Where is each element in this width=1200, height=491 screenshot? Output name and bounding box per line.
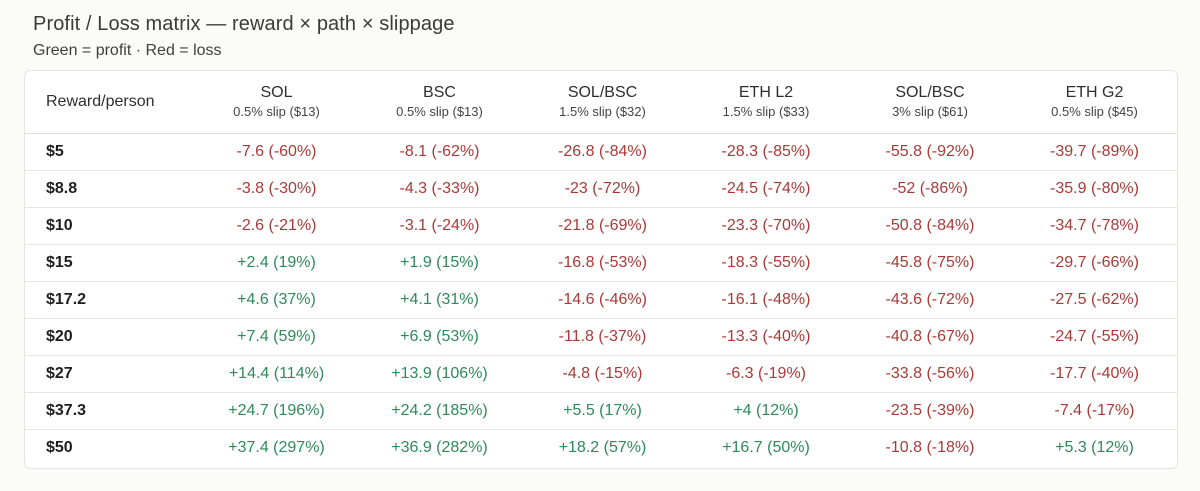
pnl-cell: +2.4 (19%) (195, 244, 358, 282)
column-slippage: 0.5% slip ($13) (233, 104, 320, 119)
pnl-cell: +18.2 (57%) (558, 439, 647, 456)
pnl-cell: -11.8 (-37%) (521, 318, 684, 356)
pnl-cell: -24.5 (-74%) (684, 170, 848, 208)
reward-cell: $15 (25, 244, 195, 282)
reward-cell: $20 (25, 318, 195, 356)
table-row: $8.8 -3.8 (-30%) -4.3 (-33%) -23 (-72%) -24.… (25, 170, 1177, 208)
pnl-cell: -23 (-72%) (521, 170, 684, 208)
column-name: SOL (260, 84, 293, 101)
column-slippage: 1.5% slip ($32) (559, 104, 646, 119)
pnl-cell: -18.3 (-55%) (684, 244, 848, 282)
pnl-cell: -52 (-86%) (848, 170, 1012, 208)
pnl-cell: +7.4 (59%) (195, 318, 358, 356)
pnl-cell: -45.8 (-75%) (848, 244, 1012, 282)
column-slippage: 0.5% slip ($45) (1051, 104, 1138, 119)
pnl-cell: -17.7 (-40%) (1012, 355, 1177, 393)
column-name: ETH G2 (1065, 84, 1124, 101)
reward-cell: $50 (46, 439, 73, 456)
column-header: BSC 0.5% slip ($13) (358, 71, 521, 134)
column-header: ETH G2 0.5% slip ($45) (1012, 71, 1177, 134)
reward-cell: $27 (25, 355, 195, 393)
column-name: BSC (423, 84, 456, 101)
reward-cell: $5 (25, 133, 195, 171)
column-header: SOL/BSC 3% slip ($61) (848, 71, 1012, 134)
profit-loss-table: Reward/person SOL 0.5% slip ($13) BSC 0.… (25, 71, 1177, 466)
matrix-card: Reward/person SOL 0.5% slip ($13) BSC 0.… (24, 70, 1178, 469)
pnl-cell: -55.8 (-92%) (848, 133, 1012, 171)
pnl-cell: -3.8 (-30%) (195, 170, 358, 208)
table-row: $5 -7.6 (-60%) -8.1 (-62%) -26.8 (-84%) -28.… (25, 133, 1177, 171)
column-name: SOL/BSC (895, 84, 965, 101)
pnl-cell: +6.9 (53%) (358, 318, 521, 356)
column-name: SOL/BSC (567, 84, 638, 101)
corner-header: Reward/person (25, 71, 195, 134)
reward-cell: $8.8 (25, 170, 195, 208)
table-row: $20 +7.4 (59%) +6.9 (53%) -11.8 (-37%) -13.3… (25, 318, 1177, 356)
pnl-cell: +14.4 (114%) (195, 355, 358, 393)
pnl-cell: -10.8 (-18%) (885, 439, 975, 456)
pnl-cell: -13.3 (-40%) (684, 318, 848, 356)
column-name: ETH L2 (738, 84, 794, 101)
pnl-cell: +24.2 (185%) (358, 392, 521, 430)
pnl-cell: -24.7 (-55%) (1012, 318, 1177, 356)
reward-cell: $37.3 (25, 392, 195, 430)
pnl-cell: -27.5 (-62%) (1012, 281, 1177, 319)
pnl-cell: -14.6 (-46%) (521, 281, 684, 319)
pnl-cell: +5.5 (17%) (521, 392, 684, 430)
pnl-cell: -23.3 (-70%) (684, 207, 848, 245)
pnl-cell: +4.1 (31%) (358, 281, 521, 319)
pnl-cell: -3.1 (-24%) (358, 207, 521, 245)
pnl-cell: -50.8 (-84%) (848, 207, 1012, 245)
pnl-cell: -33.8 (-56%) (848, 355, 1012, 393)
table-row: $37.3 +24.7 (196%) +24.2 (185%) +5.5 (17%) +… (25, 392, 1177, 430)
column-header: ETH L2 1.5% slip ($33) (684, 71, 848, 134)
pnl-cell: -6.3 (-19%) (684, 355, 848, 393)
pnl-cell: +24.7 (196%) (195, 392, 358, 430)
column-header: SOL/BSC 1.5% slip ($32) (521, 71, 684, 134)
pnl-cell: -35.9 (-80%) (1012, 170, 1177, 208)
pnl-cell: +5.3 (12%) (1055, 439, 1134, 456)
table-row: $27 +14.4 (114%) +13.9 (106%) -4.8 (-15%) -6… (25, 355, 1177, 393)
pnl-cell: -39.7 (-89%) (1012, 133, 1177, 171)
pnl-cell: +13.9 (106%) (358, 355, 521, 393)
pnl-cell: +37.4 (297%) (228, 439, 325, 456)
pnl-cell: -43.6 (-72%) (848, 281, 1012, 319)
pnl-cell: +36.9 (282%) (391, 439, 488, 456)
pnl-cell: -16.8 (-53%) (521, 244, 684, 282)
column-slippage: 0.5% slip ($13) (396, 104, 483, 119)
legend-subtitle: Green = profit · Red = loss (33, 42, 222, 59)
pnl-cell: -16.1 (-48%) (684, 281, 848, 319)
pnl-cell: -34.7 (-78%) (1012, 207, 1177, 245)
pnl-cell: +4.6 (37%) (195, 281, 358, 319)
table-row: $50 +37.4 (297%) +36.9 (282%) +18.2 (57%) +1… (25, 430, 1177, 467)
table-row: $10 -2.6 (-21%) -3.1 (-24%) -21.8 (-69%) -23… (25, 207, 1177, 245)
pnl-cell: -26.8 (-84%) (521, 133, 684, 171)
pnl-cell: -29.7 (-66%) (1012, 244, 1177, 282)
pnl-cell: -40.8 (-67%) (848, 318, 1012, 356)
column-slippage: 1.5% slip ($33) (722, 104, 810, 119)
pnl-cell: -4.8 (-15%) (521, 355, 684, 393)
pnl-cell: -2.6 (-21%) (195, 207, 358, 245)
table-body: $5 -7.6 (-60%) -8.1 (-62%) -26.8 (-84%) -28.… (25, 133, 1177, 467)
pnl-cell: -4.3 (-33%) (358, 170, 521, 208)
table-row: $17.2 +4.6 (37%) +4.1 (31%) -14.6 (-46%) -16… (25, 281, 1177, 319)
pnl-cell: -28.3 (-85%) (684, 133, 848, 171)
pnl-cell: +1.9 (15%) (358, 244, 521, 282)
pnl-cell: -7.4 (-17%) (1012, 392, 1177, 430)
column-slippage: 3% slip ($61) (892, 104, 968, 119)
pnl-cell: -8.1 (-62%) (358, 133, 521, 171)
column-header: SOL 0.5% slip ($13) (195, 71, 358, 134)
pnl-cell: -7.6 (-60%) (195, 133, 358, 171)
pnl-cell: +16.7 (50%) (722, 439, 810, 456)
reward-cell: $17.2 (25, 281, 195, 319)
header-row: Reward/person SOL 0.5% slip ($13) BSC 0.… (25, 71, 1177, 134)
reward-cell: $10 (25, 207, 195, 245)
pnl-cell: -23.5 (-39%) (848, 392, 1012, 430)
page-title: Profit / Loss matrix — reward × path × s… (33, 13, 455, 35)
pnl-cell: -21.8 (-69%) (521, 207, 684, 245)
pnl-cell: +4 (12%) (684, 392, 848, 430)
table-row: $15 +2.4 (19%) +1.9 (15%) -16.8 (-53%) -18.3… (25, 244, 1177, 282)
